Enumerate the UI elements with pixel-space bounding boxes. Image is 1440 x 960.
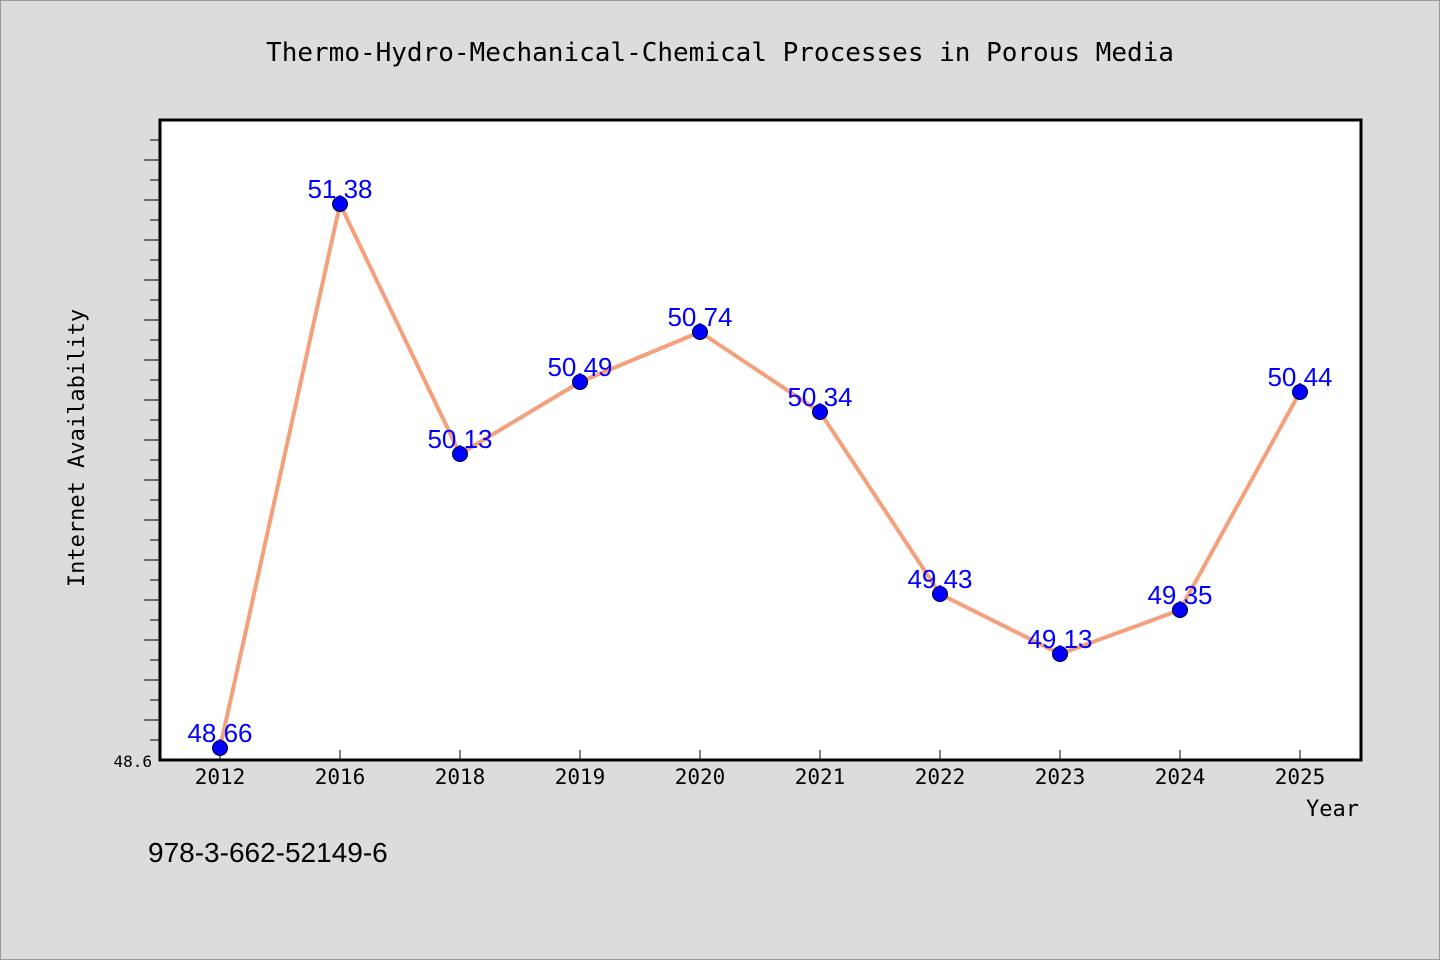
x-tick-label: 2012 <box>195 765 246 789</box>
caption-isbn: 978-3-662-52149-6 <box>148 837 388 868</box>
plot-area <box>158 118 1363 762</box>
series-markers <box>212 196 1308 756</box>
data-point-marker <box>692 324 708 340</box>
data-label: 50.34 <box>787 382 852 412</box>
data-label: 50.49 <box>547 352 612 382</box>
x-tick-label: 2020 <box>675 765 726 789</box>
data-label: 49.35 <box>1147 580 1212 610</box>
series-line <box>218 202 1302 749</box>
x-tick-label: 2024 <box>1155 765 1206 789</box>
x-axis-label: Year <box>1306 797 1359 822</box>
x-tick-label: 2021 <box>795 765 846 789</box>
data-point-marker <box>332 196 348 212</box>
data-point-marker <box>212 740 228 756</box>
data-point-marker <box>812 404 828 420</box>
y-axis-label: Internet Availability <box>65 309 90 587</box>
data-label: 50.74 <box>667 302 732 332</box>
x-tick-label: 2016 <box>315 765 366 789</box>
x-tick-label: 2025 <box>1275 765 1326 789</box>
data-label: 48.66 <box>187 718 252 748</box>
chart-title: Thermo-Hydro-Mechanical-Chemical Process… <box>266 38 1174 68</box>
series-data-labels: 48.66 51.38 50.13 50.49 50.74 50.34 49.43 49.13… <box>187 174 1332 748</box>
y-axis-ticks <box>144 139 160 741</box>
data-point-marker <box>452 446 468 462</box>
x-tick-label: 2022 <box>915 765 966 789</box>
data-label: 51.38 <box>307 174 372 204</box>
y-tick-label-48-6: 48.6 <box>113 752 152 771</box>
data-point-marker <box>1292 384 1308 400</box>
data-point-marker <box>572 374 588 390</box>
data-label: 49.43 <box>907 564 972 594</box>
data-point-marker <box>1172 602 1188 618</box>
x-axis-tick-labels: 2012 2016 2018 2019 2020 2021 2022 2023 2024 2025 <box>195 765 1326 789</box>
data-point-marker <box>1052 646 1068 662</box>
x-axis-ticks <box>219 750 1301 760</box>
data-label: 50.13 <box>427 424 492 454</box>
data-label: 50.44 <box>1267 362 1332 392</box>
data-point-marker <box>932 586 948 602</box>
x-tick-label: 2023 <box>1035 765 1086 789</box>
data-label: 49.13 <box>1027 624 1092 654</box>
x-tick-label: 2018 <box>435 765 486 789</box>
x-tick-label: 2019 <box>555 765 606 789</box>
